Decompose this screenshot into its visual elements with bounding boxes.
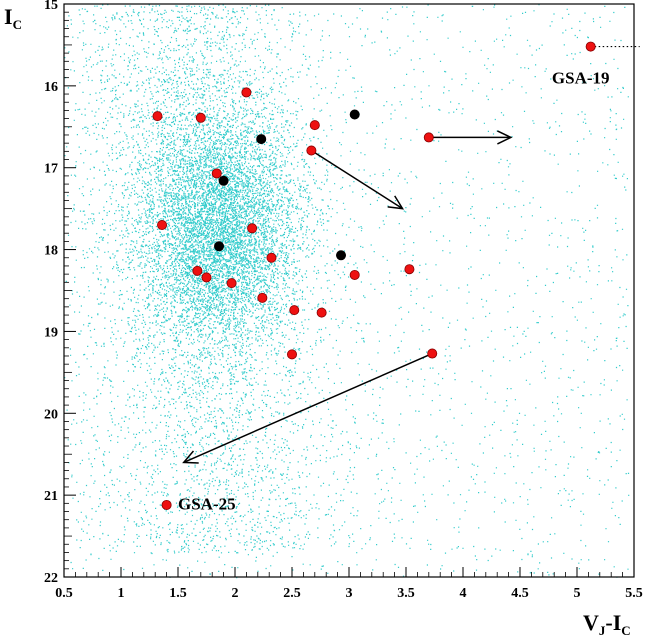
red-data-point xyxy=(585,41,596,52)
x-axis-title: VJ-IC xyxy=(583,610,631,638)
arrow-head xyxy=(182,450,199,464)
x-tick-label: 5 xyxy=(574,586,581,601)
red-data-point xyxy=(211,168,222,179)
y-axis-title-sub: C xyxy=(13,17,22,32)
point-annotation: GSA-19 xyxy=(552,69,610,88)
arrow xyxy=(310,149,405,210)
x-tick-label: 4.5 xyxy=(511,586,529,601)
arrow-head xyxy=(387,195,405,210)
y-tick-label: 16 xyxy=(44,80,58,95)
red-data-point xyxy=(157,220,168,231)
arrow xyxy=(428,130,513,145)
y-tick-label: 17 xyxy=(44,162,58,177)
arrow-head xyxy=(497,130,513,145)
x-tick-label: 3 xyxy=(346,586,353,601)
axes xyxy=(63,3,635,578)
black-data-point xyxy=(336,250,347,261)
y-tick-label: 18 xyxy=(44,244,58,259)
field-stars xyxy=(64,4,630,579)
red-data-point xyxy=(201,272,212,283)
x-tick-label: 2.5 xyxy=(283,586,301,601)
y-tick-label: 21 xyxy=(44,489,58,504)
x-tick-label: 1 xyxy=(118,586,125,601)
red-data-point xyxy=(161,499,172,510)
red-data-point xyxy=(404,264,415,275)
field-star-cloud xyxy=(64,4,630,579)
red-data-point xyxy=(286,349,297,360)
red-data-point xyxy=(152,111,163,122)
x-axis-title-sub2: C xyxy=(621,623,630,638)
x-tick-label: 5.5 xyxy=(625,586,643,601)
x-tick-label: 2 xyxy=(232,586,239,601)
y-tick-label: 20 xyxy=(44,407,58,422)
red-data-point xyxy=(247,223,258,234)
red-data-point xyxy=(316,307,327,318)
black-data-point xyxy=(349,109,360,120)
red-data-point xyxy=(257,292,268,303)
data-points xyxy=(152,41,596,510)
annotations: GSA-19 GSA-25 xyxy=(178,69,610,514)
red-data-point xyxy=(241,87,252,98)
red-data-point xyxy=(195,112,206,123)
black-data-point xyxy=(218,175,229,186)
black-data-point xyxy=(214,241,225,252)
red-data-point xyxy=(192,265,203,276)
y-tick-label: 22 xyxy=(44,571,58,586)
red-data-point xyxy=(349,269,360,280)
point-annotation: GSA-25 xyxy=(178,494,236,513)
plot-frame xyxy=(63,3,635,578)
tick-labels: 0.5 1 1.5 2 2.5 3 3.5 4 4.5 5 5.5 15 16 17 18 19 20 21 22 xyxy=(44,0,643,601)
arrow-shaft xyxy=(310,149,403,210)
red-data-point xyxy=(423,132,434,143)
black-data-point xyxy=(256,134,267,145)
red-data-point xyxy=(427,348,438,359)
x-axis-title-main: V xyxy=(583,610,599,635)
y-tick-label: 15 xyxy=(44,0,58,13)
y-axis-title-main: I xyxy=(4,4,13,29)
x-axis-title-sub1: J xyxy=(599,623,606,638)
x-tick-label: 3.5 xyxy=(397,586,415,601)
arrow-shaft xyxy=(183,352,433,464)
red-data-point xyxy=(226,278,237,289)
red-data-point xyxy=(306,145,317,156)
x-tick-label: 1.5 xyxy=(169,586,187,601)
x-axis-title-dash: -I xyxy=(605,610,621,635)
x-tick-label: 0.5 xyxy=(55,586,73,601)
x-tick-label: 4 xyxy=(460,586,467,601)
y-tick-label: 19 xyxy=(44,325,58,340)
red-data-point xyxy=(266,252,277,263)
red-data-point xyxy=(289,305,300,316)
arrows xyxy=(182,45,640,464)
arrow xyxy=(182,352,433,464)
y-axis-title: IC xyxy=(4,4,22,32)
red-data-point xyxy=(309,120,320,131)
